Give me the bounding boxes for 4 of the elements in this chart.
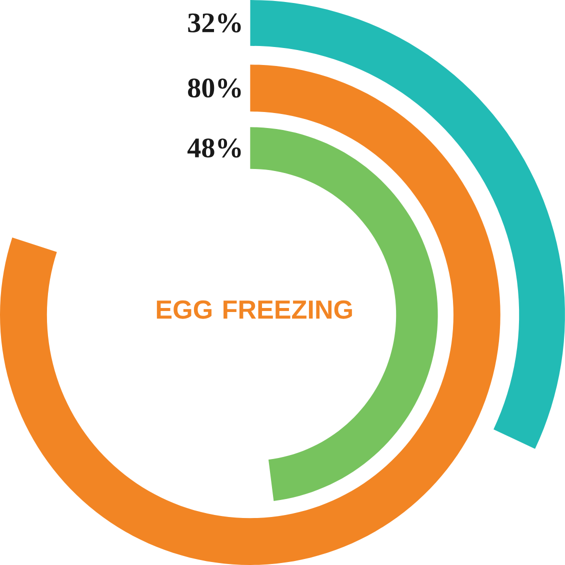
data-label: 80%: [188, 78, 241, 98]
data-label: 32%: [188, 13, 241, 32]
data-label: 48%: [187, 138, 241, 158]
text: EGG FREEZING: [156, 300, 352, 319]
